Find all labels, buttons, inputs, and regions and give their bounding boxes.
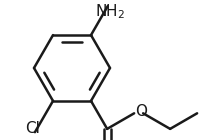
Text: Cl: Cl <box>25 121 40 136</box>
Text: NH$_2$: NH$_2$ <box>95 2 125 21</box>
Text: O: O <box>135 104 147 119</box>
